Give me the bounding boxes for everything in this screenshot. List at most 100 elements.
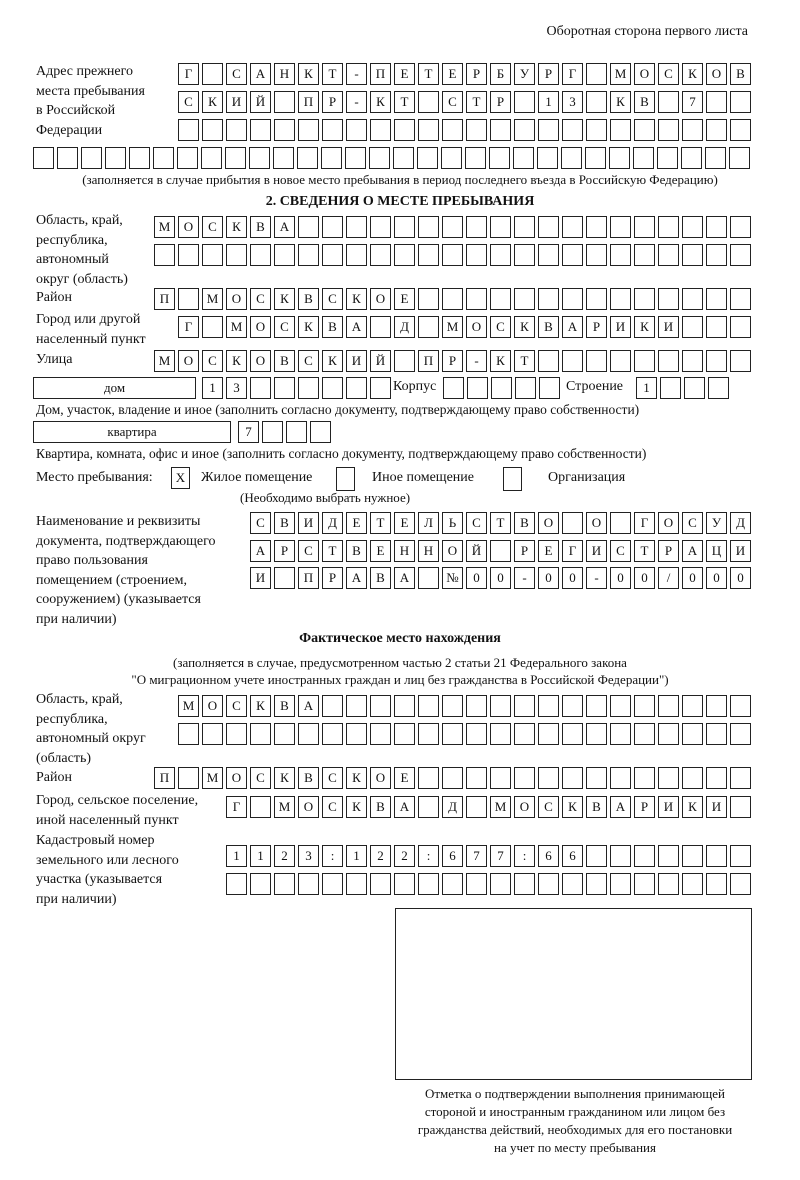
char-cell[interactable] bbox=[610, 695, 631, 717]
char-cell[interactable]: М bbox=[202, 767, 223, 789]
char-cell[interactable] bbox=[418, 288, 439, 310]
char-cell[interactable]: М bbox=[226, 316, 247, 338]
char-cell[interactable]: К bbox=[202, 91, 223, 113]
char-cell[interactable]: С bbox=[322, 767, 343, 789]
char-cell[interactable] bbox=[346, 723, 367, 745]
char-cell[interactable] bbox=[393, 147, 414, 169]
char-cell[interactable]: 0 bbox=[610, 567, 631, 589]
char-cell[interactable]: С bbox=[178, 91, 199, 113]
char-cell[interactable] bbox=[226, 119, 247, 141]
char-cell[interactable]: О bbox=[514, 796, 535, 818]
char-cell[interactable] bbox=[490, 695, 511, 717]
char-cell[interactable] bbox=[250, 377, 271, 399]
char-cell[interactable]: М bbox=[490, 796, 511, 818]
char-cell[interactable] bbox=[658, 845, 679, 867]
char-cell[interactable]: В bbox=[274, 350, 295, 372]
char-cell[interactable] bbox=[514, 288, 535, 310]
char-cell[interactable] bbox=[466, 695, 487, 717]
char-cell[interactable]: О bbox=[538, 512, 559, 534]
char-cell[interactable]: М bbox=[274, 796, 295, 818]
char-cell[interactable]: В bbox=[730, 63, 751, 85]
char-cell[interactable] bbox=[682, 216, 703, 238]
char-cell[interactable]: 0 bbox=[562, 567, 583, 589]
char-cell[interactable] bbox=[682, 723, 703, 745]
char-cell[interactable] bbox=[418, 244, 439, 266]
char-cell[interactable] bbox=[202, 723, 223, 745]
char-cell[interactable]: В bbox=[538, 316, 559, 338]
char-cell[interactable] bbox=[274, 723, 295, 745]
char-cell[interactable] bbox=[178, 244, 199, 266]
char-cell[interactable] bbox=[322, 216, 343, 238]
char-cell[interactable] bbox=[706, 767, 727, 789]
char-cell[interactable] bbox=[466, 873, 487, 895]
char-cell[interactable]: Е bbox=[370, 540, 391, 562]
checkbox-residential[interactable]: X bbox=[171, 467, 190, 489]
char-cell[interactable] bbox=[586, 63, 607, 85]
char-cell[interactable] bbox=[394, 119, 415, 141]
char-cell[interactable] bbox=[658, 216, 679, 238]
char-cell[interactable]: 3 bbox=[226, 377, 247, 399]
char-cell[interactable] bbox=[262, 421, 283, 443]
char-cell[interactable] bbox=[250, 244, 271, 266]
char-cell[interactable]: 7 bbox=[682, 91, 703, 113]
char-cell[interactable]: С bbox=[538, 796, 559, 818]
char-cell[interactable] bbox=[443, 377, 464, 399]
char-cell[interactable] bbox=[274, 119, 295, 141]
char-cell[interactable] bbox=[346, 216, 367, 238]
char-cell[interactable] bbox=[514, 119, 535, 141]
char-cell[interactable] bbox=[514, 723, 535, 745]
char-cell[interactable]: Р bbox=[466, 63, 487, 85]
char-cell[interactable] bbox=[706, 91, 727, 113]
char-cell[interactable] bbox=[538, 288, 559, 310]
char-cell[interactable]: О bbox=[370, 767, 391, 789]
char-cell[interactable] bbox=[730, 91, 751, 113]
char-cell[interactable] bbox=[586, 723, 607, 745]
char-cell[interactable] bbox=[442, 216, 463, 238]
char-cell[interactable] bbox=[562, 244, 583, 266]
char-cell[interactable] bbox=[513, 147, 534, 169]
char-cell[interactable]: С bbox=[490, 316, 511, 338]
char-cell[interactable] bbox=[586, 767, 607, 789]
char-cell[interactable]: А bbox=[394, 796, 415, 818]
char-cell[interactable] bbox=[370, 873, 391, 895]
char-cell[interactable]: 1 bbox=[202, 377, 223, 399]
char-cell[interactable] bbox=[634, 723, 655, 745]
char-cell[interactable]: 3 bbox=[562, 91, 583, 113]
char-cell[interactable]: С bbox=[442, 91, 463, 113]
char-cell[interactable]: К bbox=[226, 216, 247, 238]
char-cell[interactable] bbox=[466, 216, 487, 238]
char-cell[interactable]: Д bbox=[394, 316, 415, 338]
char-cell[interactable]: 6 bbox=[538, 845, 559, 867]
char-cell[interactable]: А bbox=[298, 695, 319, 717]
char-cell[interactable] bbox=[730, 244, 751, 266]
char-cell[interactable]: П bbox=[370, 63, 391, 85]
char-cell[interactable] bbox=[634, 350, 655, 372]
char-cell[interactable] bbox=[274, 91, 295, 113]
char-cell[interactable]: 7 bbox=[466, 845, 487, 867]
char-cell[interactable] bbox=[370, 216, 391, 238]
char-cell[interactable] bbox=[370, 316, 391, 338]
char-cell[interactable] bbox=[729, 147, 750, 169]
char-cell[interactable] bbox=[490, 216, 511, 238]
char-cell[interactable]: - bbox=[514, 567, 535, 589]
char-cell[interactable] bbox=[610, 767, 631, 789]
char-cell[interactable]: О bbox=[250, 350, 271, 372]
char-cell[interactable] bbox=[610, 288, 631, 310]
char-cell[interactable]: В bbox=[370, 796, 391, 818]
flat-type-field[interactable]: квартира bbox=[33, 421, 231, 443]
char-cell[interactable] bbox=[538, 244, 559, 266]
char-cell[interactable] bbox=[346, 119, 367, 141]
char-cell[interactable]: Е bbox=[394, 767, 415, 789]
char-cell[interactable] bbox=[322, 695, 343, 717]
char-cell[interactable]: К bbox=[274, 767, 295, 789]
char-cell[interactable] bbox=[274, 244, 295, 266]
char-cell[interactable] bbox=[586, 350, 607, 372]
char-cell[interactable] bbox=[466, 723, 487, 745]
char-cell[interactable] bbox=[730, 723, 751, 745]
char-cell[interactable] bbox=[730, 796, 751, 818]
char-cell[interactable]: Б bbox=[490, 63, 511, 85]
char-cell[interactable]: 7 bbox=[490, 845, 511, 867]
char-cell[interactable] bbox=[706, 845, 727, 867]
char-cell[interactable]: 2 bbox=[394, 845, 415, 867]
char-cell[interactable]: П bbox=[154, 288, 175, 310]
